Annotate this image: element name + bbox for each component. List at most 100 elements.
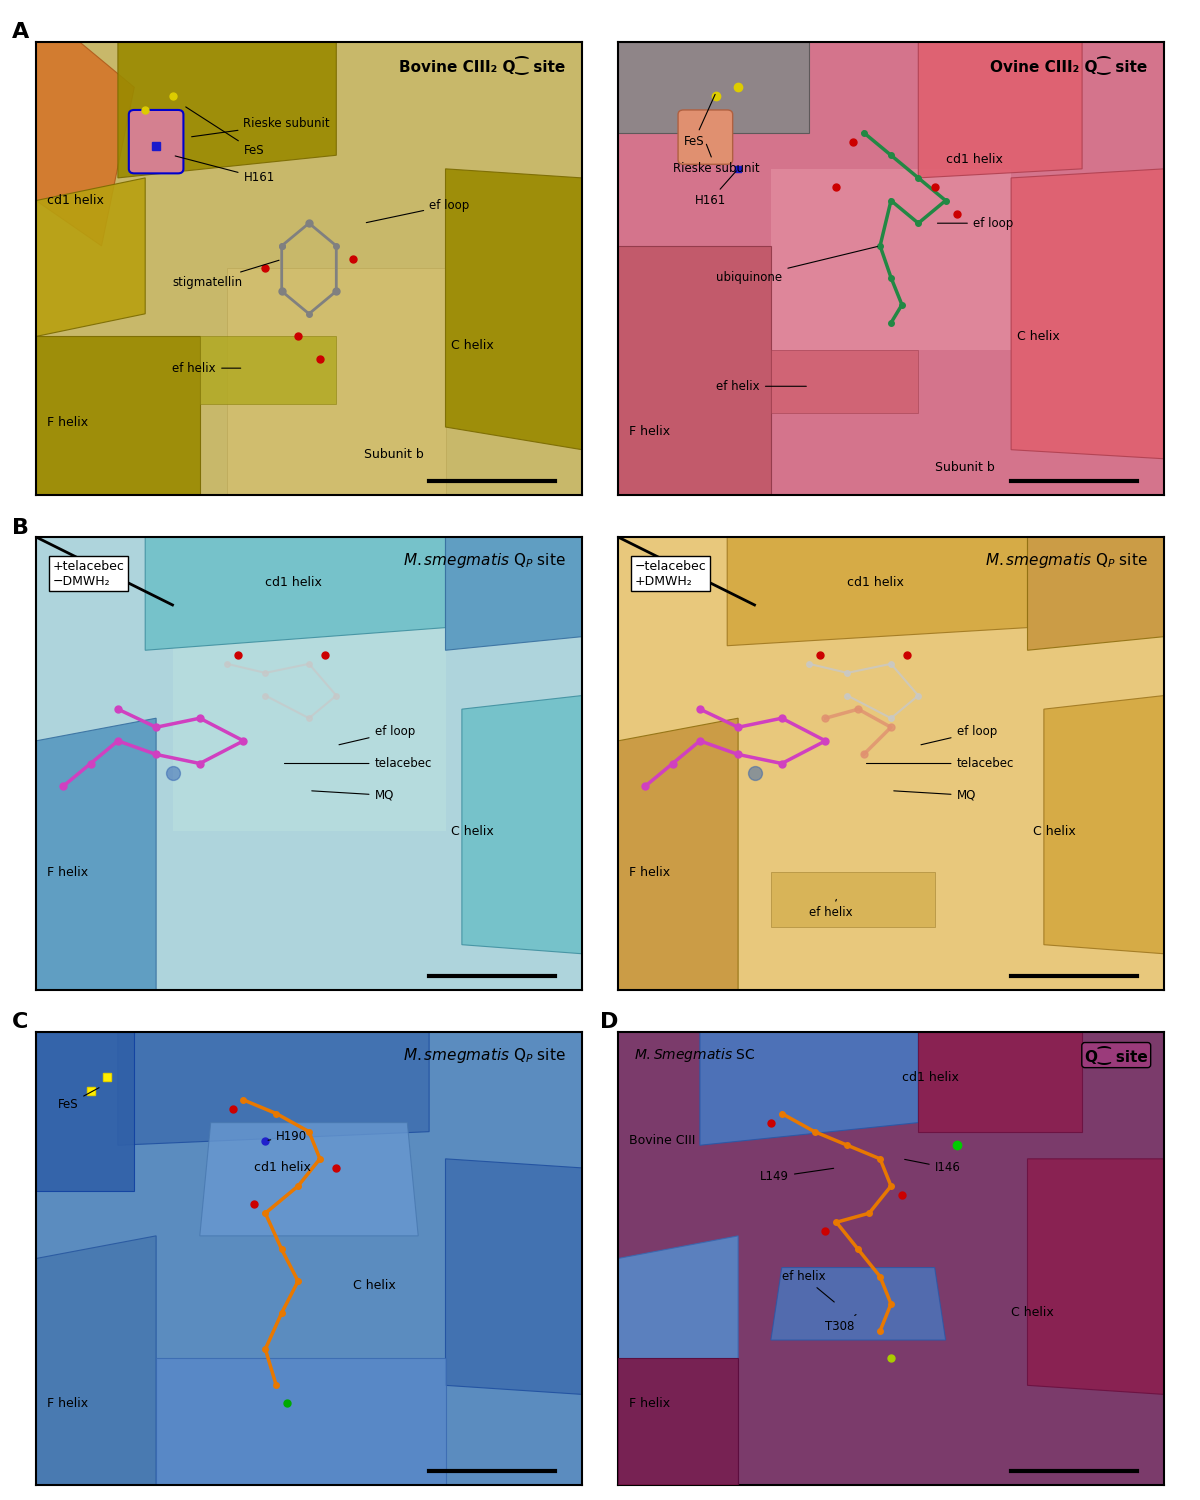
Text: ef helix: ef helix xyxy=(716,380,806,393)
Text: ef loop: ef loop xyxy=(922,726,997,744)
Polygon shape xyxy=(918,1032,1082,1131)
Text: ef loop: ef loop xyxy=(937,216,1013,229)
Polygon shape xyxy=(770,170,1012,350)
Polygon shape xyxy=(36,178,145,336)
Polygon shape xyxy=(199,336,336,405)
Text: Ovine CIII₂ Q⁐ site: Ovine CIII₂ Q⁐ site xyxy=(990,56,1147,75)
Text: FeS: FeS xyxy=(186,106,264,158)
Text: cd1 helix: cd1 helix xyxy=(902,1071,959,1084)
Polygon shape xyxy=(445,1160,582,1395)
Polygon shape xyxy=(36,537,582,990)
Text: H161: H161 xyxy=(175,156,275,184)
Polygon shape xyxy=(445,170,582,450)
Text: F helix: F helix xyxy=(47,865,88,879)
Polygon shape xyxy=(36,42,134,246)
Text: C: C xyxy=(12,1013,29,1032)
Text: cd1 helix: cd1 helix xyxy=(265,576,322,590)
Text: MQ: MQ xyxy=(312,789,394,801)
Text: Q⁐ site: Q⁐ site xyxy=(1085,1046,1147,1065)
Polygon shape xyxy=(618,718,738,990)
Polygon shape xyxy=(445,537,582,651)
Polygon shape xyxy=(618,246,770,495)
Text: B: B xyxy=(12,518,29,537)
Text: C helix: C helix xyxy=(451,339,493,352)
Text: T308: T308 xyxy=(826,1314,856,1334)
Text: F helix: F helix xyxy=(629,424,670,438)
Text: C helix: C helix xyxy=(451,825,493,839)
Text: C helix: C helix xyxy=(1033,825,1075,839)
Polygon shape xyxy=(36,1032,582,1485)
Text: Rieske subunit: Rieske subunit xyxy=(192,117,330,136)
Polygon shape xyxy=(727,537,1027,645)
Polygon shape xyxy=(173,604,445,831)
Text: ef helix: ef helix xyxy=(809,900,853,920)
Polygon shape xyxy=(618,42,1164,495)
Text: Bovine CIII: Bovine CIII xyxy=(629,1134,695,1148)
Text: Subunit b: Subunit b xyxy=(935,462,995,474)
Text: telacebec: telacebec xyxy=(866,758,1014,770)
Polygon shape xyxy=(918,42,1082,178)
Text: FeS: FeS xyxy=(684,94,715,148)
Polygon shape xyxy=(156,1358,445,1485)
Text: I146: I146 xyxy=(905,1160,960,1174)
Polygon shape xyxy=(618,1236,738,1485)
Text: C helix: C helix xyxy=(353,1280,396,1292)
Text: A: A xyxy=(12,22,29,42)
Text: $\it{M. smegmatis}$ Q$_P$ site: $\it{M. smegmatis}$ Q$_P$ site xyxy=(985,550,1147,570)
Polygon shape xyxy=(1012,170,1164,459)
Text: $\it{M. smegmatis}$ Q$_P$ site: $\it{M. smegmatis}$ Q$_P$ site xyxy=(403,550,565,570)
Text: FeS: FeS xyxy=(58,1088,100,1112)
Polygon shape xyxy=(618,1032,1164,1485)
Text: F helix: F helix xyxy=(47,1396,88,1410)
Polygon shape xyxy=(227,268,445,495)
Text: MQ: MQ xyxy=(894,789,976,801)
Polygon shape xyxy=(36,42,582,495)
Polygon shape xyxy=(199,1122,419,1236)
FancyBboxPatch shape xyxy=(678,110,733,165)
Text: F helix: F helix xyxy=(629,1396,670,1410)
Text: D: D xyxy=(600,1013,618,1032)
Text: $\it{M. smegmatis}$ Q$_P$ site: $\it{M. smegmatis}$ Q$_P$ site xyxy=(403,1046,565,1065)
Polygon shape xyxy=(700,1032,918,1146)
Text: Rieske subunit: Rieske subunit xyxy=(673,144,760,176)
Polygon shape xyxy=(618,537,1164,990)
Text: ef loop: ef loop xyxy=(366,198,469,222)
Polygon shape xyxy=(36,336,199,495)
Text: C helix: C helix xyxy=(1012,1306,1054,1320)
Text: Subunit b: Subunit b xyxy=(364,447,424,460)
Text: H190: H190 xyxy=(268,1130,307,1143)
Text: cd1 helix: cd1 helix xyxy=(847,576,904,590)
Polygon shape xyxy=(770,871,935,927)
Text: telacebec: telacebec xyxy=(284,758,432,770)
Text: F helix: F helix xyxy=(47,416,88,429)
Polygon shape xyxy=(1044,696,1164,954)
Text: +telacebec
−DMWH₂: +telacebec −DMWH₂ xyxy=(53,560,125,588)
Text: cd1 helix: cd1 helix xyxy=(946,153,1002,166)
FancyBboxPatch shape xyxy=(128,110,184,174)
Text: −telacebec
+DMWH₂: −telacebec +DMWH₂ xyxy=(635,560,706,588)
Text: $\it{M. Smegmatis}$ SC: $\it{M. Smegmatis}$ SC xyxy=(635,1046,756,1064)
Polygon shape xyxy=(36,1236,156,1485)
Polygon shape xyxy=(36,1032,134,1191)
Text: ef loop: ef loop xyxy=(340,726,415,744)
Polygon shape xyxy=(1027,537,1164,651)
Polygon shape xyxy=(618,42,809,132)
Polygon shape xyxy=(36,718,156,990)
Text: ef helix: ef helix xyxy=(173,362,241,375)
Text: L149: L149 xyxy=(760,1168,834,1184)
Polygon shape xyxy=(1027,1160,1164,1395)
Text: cd1 helix: cd1 helix xyxy=(47,194,103,207)
Text: F helix: F helix xyxy=(629,865,670,879)
Text: C helix: C helix xyxy=(1016,330,1060,344)
Text: ef helix: ef helix xyxy=(782,1270,834,1302)
Polygon shape xyxy=(118,1032,430,1146)
Text: stigmatellin: stigmatellin xyxy=(173,261,280,288)
Polygon shape xyxy=(618,1358,738,1485)
Polygon shape xyxy=(118,42,336,178)
Polygon shape xyxy=(770,350,918,414)
Polygon shape xyxy=(770,1268,946,1340)
Polygon shape xyxy=(145,537,445,651)
Text: ubiquinone: ubiquinone xyxy=(716,246,877,284)
Text: Bovine CIII₂ Q⁐ site: Bovine CIII₂ Q⁐ site xyxy=(400,56,565,75)
Text: H161: H161 xyxy=(695,171,737,207)
